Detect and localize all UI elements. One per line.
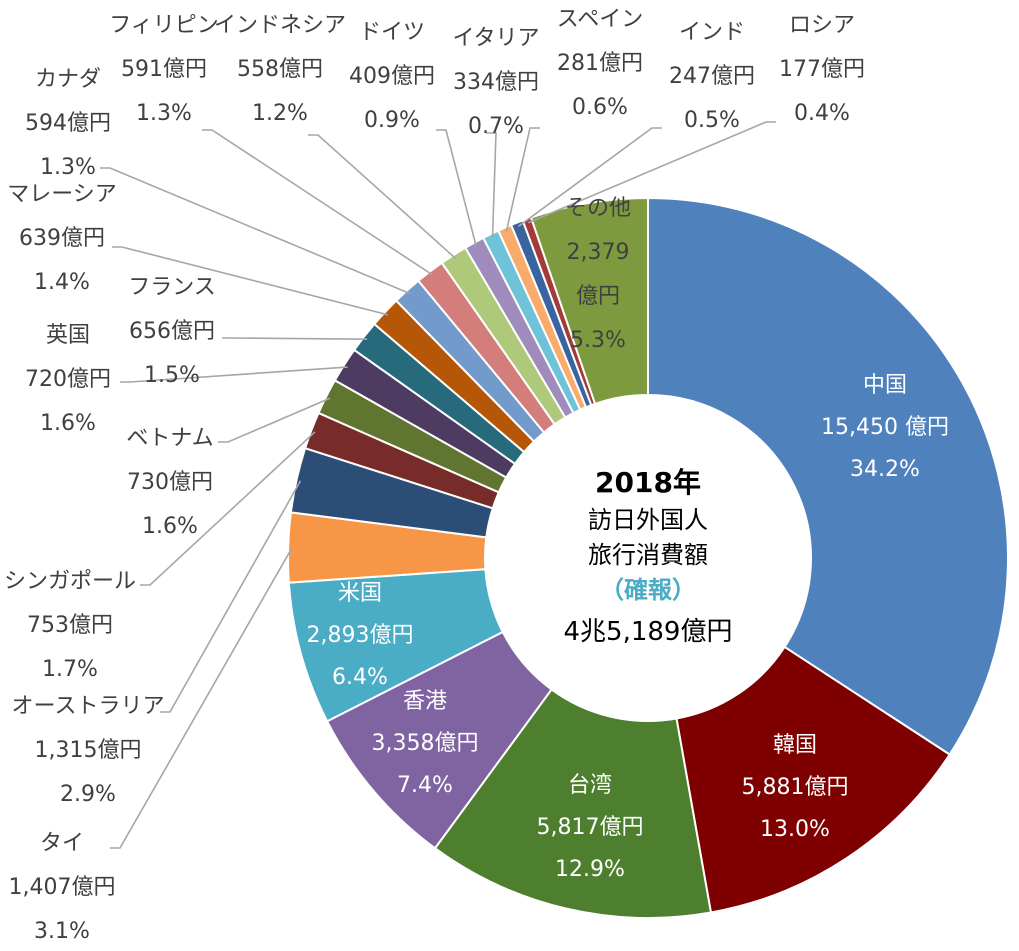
label-ベトナム-pct: 1.6% — [142, 514, 198, 539]
label-オーストラリア-name: オーストラリア — [12, 694, 165, 719]
label-香港-value: 3,358億円 — [372, 731, 479, 756]
leader-英国 — [120, 366, 348, 383]
label-その他-unit: 億円 — [576, 284, 620, 309]
label-カナダ-value: 594億円 — [25, 111, 111, 136]
label-インドネシア-value: 558億円 — [237, 57, 323, 82]
label-韓国-unit: 13.0% — [760, 817, 830, 842]
label-イタリア-pct: 0.7% — [468, 114, 524, 139]
label-インド-value: 247億円 — [669, 64, 755, 89]
slice-中国 — [647, 196, 1009, 756]
label-その他-name: その他 — [565, 196, 631, 221]
label-香港-name: 香港 — [403, 689, 447, 714]
label-インド-pct: 0.5% — [684, 108, 740, 133]
labels-group: 中国 15,450 億円 34.2% 韓国 5,881億円 13.0% 台湾 5,817億円 1… — [4, 7, 949, 944]
slice-台湾 — [433, 688, 713, 919]
label-マレーシア-value: 639億円 — [19, 226, 105, 251]
label-タイ-value: 1,407億円 — [9, 875, 116, 900]
label-インド-name: インド — [679, 20, 745, 45]
label-米国-value: 2,893億円 — [307, 623, 414, 648]
leader-カナダ — [100, 167, 411, 295]
center-label: 2018年 訪日外国人 旅行消費額 （確報） 4兆5,189億円 — [564, 466, 733, 647]
label-フィリピン-name: フィリピン — [109, 13, 219, 38]
center-line3: （確報） — [600, 576, 696, 604]
label-カナダ-pct: 1.3% — [40, 155, 96, 180]
label-フランス-value: 656億円 — [129, 319, 215, 344]
center-line1: 訪日外国人 — [588, 506, 708, 534]
label-タイ-name: タイ — [40, 831, 84, 856]
label-米国-unit: 6.4% — [332, 665, 388, 690]
label-タイ-pct: 3.1% — [34, 919, 90, 944]
label-その他-value: 2,379 — [567, 240, 630, 265]
label-フランス-name: フランス — [128, 275, 216, 300]
label-オーストラリア-pct: 2.9% — [60, 782, 116, 807]
label-ドイツ-pct: 0.9% — [364, 108, 420, 133]
label-ロシア-value: 177億円 — [779, 57, 865, 82]
label-英国-name: 英国 — [46, 323, 90, 348]
leader-lines-group — [100, 121, 776, 849]
slice-韓国 — [675, 645, 952, 914]
leader-ドイツ — [436, 129, 477, 247]
label-韓国-name: 韓国 — [773, 733, 817, 758]
center-total: 4兆5,189億円 — [564, 617, 733, 647]
label-フィリピン-pct: 1.3% — [136, 101, 192, 126]
label-ドイツ-value: 409億円 — [349, 64, 435, 89]
label-台湾-name: 台湾 — [568, 773, 612, 798]
label-シンガポール-value: 753億円 — [27, 613, 113, 638]
leader-インド — [517, 127, 662, 228]
label-英国-pct: 1.6% — [40, 411, 96, 436]
label-カナダ-name: カナダ — [35, 67, 101, 92]
center-year: 2018年 — [595, 466, 701, 499]
label-フィリピン-value: 591億円 — [121, 57, 207, 82]
label-フランス-pct: 1.5% — [144, 363, 200, 388]
label-中国-name: 中国 — [863, 373, 907, 398]
leader-ベトナム — [218, 397, 331, 443]
leader-ロシア — [527, 121, 776, 224]
label-中国-unit: 34.2% — [850, 457, 920, 482]
label-スペイン-name: スペイン — [557, 7, 643, 32]
leader-スペイン — [505, 127, 540, 232]
leader-フィリピン — [202, 129, 433, 276]
label-米国-name: 米国 — [338, 581, 382, 606]
leader-イタリア — [486, 132, 497, 238]
label-インドネシア-pct: 1.2% — [252, 101, 308, 126]
leader-フランス — [222, 337, 368, 341]
label-台湾-value: 5,817億円 — [537, 815, 644, 840]
label-英国-value: 720億円 — [25, 367, 111, 392]
label-イタリア-value: 334億円 — [453, 70, 539, 95]
label-台湾-unit: 12.9% — [555, 857, 625, 882]
label-ベトナム-name: ベトナム — [126, 426, 213, 451]
label-ロシア-pct: 0.4% — [794, 101, 850, 126]
label-中国-value: 15,450 億円 — [821, 415, 949, 440]
label-香港-unit: 7.4% — [397, 773, 453, 798]
leader-シンガポール — [140, 431, 316, 586]
label-オーストラリア-value: 1,315億円 — [35, 738, 142, 763]
label-ベトナム-value: 730億円 — [127, 470, 213, 495]
label-スペイン-pct: 0.6% — [572, 95, 628, 120]
slices-group — [287, 196, 1009, 919]
label-イタリア-name: イタリア — [452, 26, 539, 51]
label-スペイン-value: 281億円 — [557, 51, 643, 76]
leader-タイ — [110, 547, 293, 849]
label-ドイツ-name: ドイツ — [359, 20, 425, 45]
leader-マレーシア — [112, 246, 389, 316]
label-インドネシア-name: インドネシア — [214, 13, 346, 38]
label-マレーシア-pct: 1.4% — [34, 270, 90, 295]
label-シンガポール-name: シンガポール — [4, 569, 136, 594]
label-韓国-value: 5,881億円 — [742, 775, 849, 800]
label-その他-pct: 5.3% — [570, 328, 626, 353]
leader-オーストラリア — [160, 480, 302, 713]
center-line2: 旅行消費額 — [588, 541, 708, 569]
label-ロシア-name: ロシア — [789, 13, 855, 38]
leader-インドネシア — [308, 134, 457, 260]
label-マレーシア-name: マレーシア — [7, 182, 117, 207]
label-シンガポール-pct: 1.7% — [42, 657, 98, 682]
